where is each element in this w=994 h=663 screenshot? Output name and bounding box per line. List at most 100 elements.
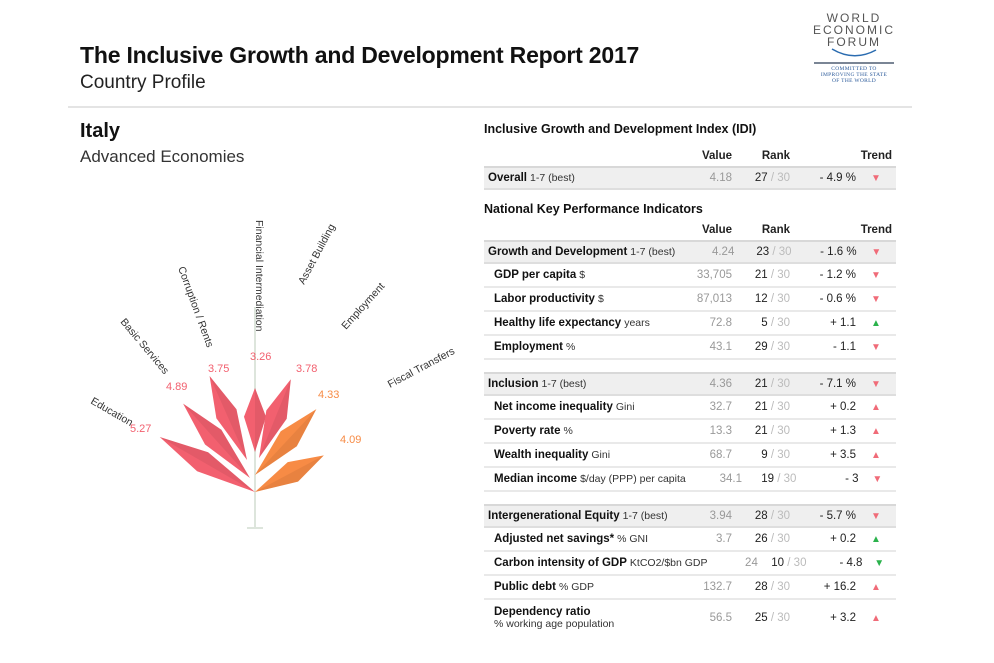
indicator-rank-of: / 30 <box>787 557 807 569</box>
pillar-bar-shade <box>159 437 255 492</box>
country-group: Advanced Economies <box>80 147 245 166</box>
indicator-unit: years <box>624 317 650 329</box>
indicator-unit: % <box>566 341 576 353</box>
trend-arrow-icon: ▲ <box>871 317 881 329</box>
indicator-rank-of: / 30 <box>770 533 790 545</box>
indicator-unit: Gini <box>591 449 611 461</box>
pillar-category-label: Financial Intermediation <box>253 220 265 332</box>
kpi-header-trend: Trend <box>860 224 892 236</box>
indicator-label: Employment <box>494 341 564 353</box>
indicator-rank-of: / 30 <box>770 449 790 461</box>
indicator-rank-of: / 30 <box>770 510 790 522</box>
kpi-indicator-row: Carbon intensity of GDP KtCO2/$bn GDP 24 10… <box>484 552 896 576</box>
indicator-unit: 1-7 (best) <box>541 378 587 390</box>
kpi-indicator-row: Labor productivity $87,013 12 / 30 - 0.6 % ▼ <box>484 288 896 312</box>
indicator-label: Growth and Development <box>488 246 628 258</box>
indicator-unit: % <box>563 425 573 437</box>
trend-arrow-icon: ▼ <box>871 378 881 390</box>
indicator-trend: - 0.6 % <box>819 293 856 305</box>
pillar-bar-shade <box>255 388 266 452</box>
pillar-category-label: Basic Services <box>118 316 171 376</box>
kpi-header-rank: Rank <box>761 224 790 236</box>
logo-line-1: WORLD <box>826 11 882 25</box>
pillar-bar-shade <box>209 375 247 460</box>
trend-arrow-icon: ▼ <box>871 246 882 258</box>
indicator-value: 33,705 <box>696 269 732 281</box>
indicator-rank: 26 <box>754 533 768 545</box>
indicator-trend: + 3.5 <box>830 449 856 461</box>
indicator-rank-of: / 30 <box>772 246 792 258</box>
indicator-value: 72.8 <box>709 317 732 329</box>
indicator-label: Labor productivity <box>494 293 595 305</box>
trend-arrow-icon: ▼ <box>872 473 883 485</box>
indicator-unit: % GNI <box>617 533 649 545</box>
trend-arrow-icon: ▼ <box>871 293 881 305</box>
overall-unit: 1-7 (best) <box>530 172 575 184</box>
trend-arrow-icon: ▼ <box>871 341 881 353</box>
kpi-indicator-row: Wealth inequality Gini 68.7 9 / 30 + 3.5 ▲ <box>484 444 896 468</box>
trend-arrow-icon: ▼ <box>871 269 881 281</box>
indicator-rank-of: / 30 <box>770 317 790 329</box>
header-divider <box>68 106 912 108</box>
kpi-category-row: Intergenerational Equity 1-7 (best) 3.94 28… <box>484 504 896 528</box>
pillar-bar <box>183 403 250 478</box>
indicator-unit: % GDP <box>558 581 594 593</box>
pillar-bar <box>159 437 255 492</box>
overall-trend: - 4.9 % <box>819 172 856 184</box>
indicator-trend: + 16.2 <box>823 581 856 593</box>
pillar-value: 3.75 <box>208 363 229 375</box>
indicator-rank: 12 <box>754 293 768 305</box>
trend-arrow-icon: ▲ <box>871 449 881 461</box>
logo-line-3: FORUM <box>827 35 881 49</box>
trend-arrow-icon: ▼ <box>874 557 885 569</box>
indicator-label: Dependency ratio <box>494 606 591 618</box>
indicator-rank: 5 <box>761 317 768 329</box>
indicator-rank: 21 <box>754 269 768 281</box>
indicator-trend: + 1.3 <box>830 425 856 437</box>
pillar-value: 4.33 <box>318 389 339 401</box>
pillar-bar <box>255 455 324 492</box>
indicator-label: Wealth inequality <box>494 449 589 461</box>
indicator-unit: Gini <box>615 401 635 413</box>
indicator-rank: 23 <box>756 246 770 258</box>
pillar-bar-shade <box>255 409 317 475</box>
kpi-indicator-row: GDP per capita $33,705 21 / 30 - 1.2 % ▼ <box>484 264 896 288</box>
kpi-indicator-row: Median income $/day (PPP) per capita 34.1 1… <box>484 468 896 492</box>
idi-header-value: Value <box>701 150 732 162</box>
pillar-category-label: Fiscal Transfers <box>386 345 457 390</box>
logo-tag-2: IMPROVING THE STATE <box>820 72 888 78</box>
indicator-unit: KtCO2/$bn GDP <box>629 557 708 569</box>
indicator-value: 87,013 <box>696 293 732 305</box>
pillar-value: 4.09 <box>340 434 361 446</box>
pillar-bar <box>244 388 266 452</box>
indicator-trend: - 5.7 % <box>819 510 856 522</box>
logo-rule <box>814 62 894 64</box>
indicator-trend: + 1.1 <box>830 317 856 329</box>
country-name: Italy <box>80 120 121 142</box>
idi-overall-row: Overall 1-7 (best) 4.18 27 / 30 - 4.9 % ▼ <box>484 166 896 190</box>
trend-arrow-icon: ▲ <box>871 425 881 437</box>
indicator-trend: - 3 <box>845 473 859 485</box>
indicator-rank-of: / 30 <box>770 293 790 305</box>
indicator-label: Public debt <box>494 581 556 593</box>
indicator-trend: + 0.2 <box>830 533 856 545</box>
pillar-bar <box>255 409 317 475</box>
pillar-value: 3.26 <box>250 351 271 363</box>
trend-arrow-icon: ▲ <box>871 581 881 593</box>
indicator-rank: 21 <box>754 378 768 390</box>
kpi-indicator-row: Dependency ratio% working age population… <box>484 600 896 636</box>
indicator-value: 24 <box>745 557 758 569</box>
indicator-rank: 10 <box>771 557 785 569</box>
pillar-value: 4.89 <box>166 381 187 393</box>
indicator-label: Net income inequality <box>494 401 613 413</box>
kpi-table: Growth and Development 1-7 (best) 4.24 23 /… <box>484 240 896 636</box>
indicator-value: 32.7 <box>709 401 732 413</box>
logo-arc-icon <box>831 48 877 57</box>
indicator-label: Carbon intensity of GDP <box>494 557 627 569</box>
indicator-unit: $ <box>597 293 604 305</box>
indicator-value: 4.24 <box>711 246 735 258</box>
indicator-rank: 29 <box>754 341 768 353</box>
indicator-label: Median income <box>494 473 578 485</box>
indicator-unit: % working age population <box>494 618 615 630</box>
